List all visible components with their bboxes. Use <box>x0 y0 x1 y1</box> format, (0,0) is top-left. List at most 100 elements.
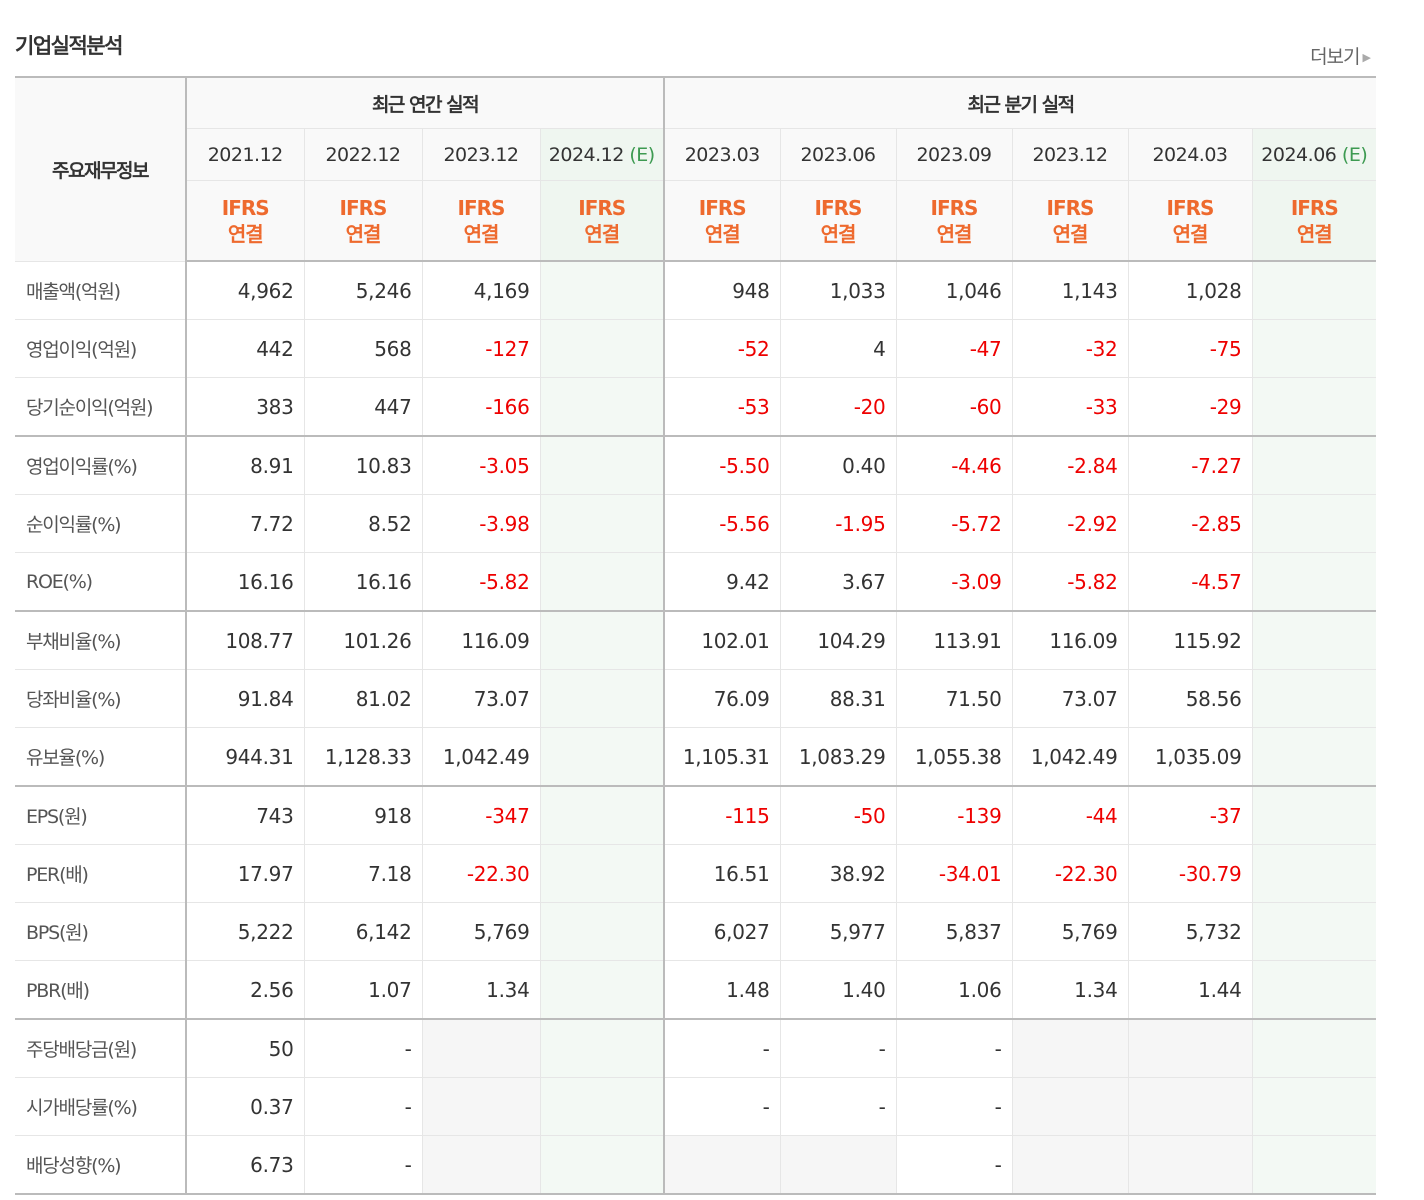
table-row: PER(배) 17.97 7.18 -22.30 16.51 38.92 -34.01 -22… <box>15 844 1377 903</box>
value-cell <box>1251 610 1377 670</box>
ifrs-label: IFRS <box>930 195 979 220</box>
accounting-basis: IFRS 연결 <box>539 180 665 262</box>
value-cell: 3.67 <box>779 552 897 612</box>
value-cell: -2.92 <box>1011 494 1129 553</box>
value-cell: -5.82 <box>1011 552 1129 612</box>
value-cell: 5,769 <box>1011 902 1129 961</box>
period-header: 2023.03 <box>663 128 781 181</box>
value-cell: -34.01 <box>895 844 1013 903</box>
value-cell: 101.26 <box>303 610 423 670</box>
consolidated-label: 연결 <box>463 221 500 246</box>
value-cell: 5,732 <box>1127 902 1253 961</box>
table-row: 부채비율(%) 108.77 101.26 116.09 102.01 104.29 113… <box>15 610 1377 670</box>
value-cell <box>1251 902 1377 961</box>
ifrs-label: IFRS <box>1046 195 1095 220</box>
period-header: 2023.12 <box>421 128 541 181</box>
value-cell: 1.06 <box>895 960 1013 1020</box>
table-row: 배당성향(%) 6.73- - <box>15 1135 1377 1195</box>
header-row-groups: 주요재무정보 최근 연간 실적 최근 분기 실적 <box>15 76 1377 262</box>
value-cell: 5,837 <box>895 902 1013 961</box>
value-cell: -4.46 <box>895 435 1013 495</box>
value-cell: -37 <box>1127 785 1253 845</box>
value-cell: -22.30 <box>1011 844 1129 903</box>
period-header: 2022.12 <box>303 128 423 181</box>
accounting-basis: IFRS 연결 <box>186 180 305 262</box>
value-cell: 383 <box>185 377 305 437</box>
row-label: ROE(%) <box>15 552 187 612</box>
accounting-basis: IFRS 연결 <box>303 180 423 262</box>
table-row: 주당배당금(원) 50- - - - <box>15 1018 1377 1078</box>
period-header: 2021.12 <box>186 128 305 181</box>
value-cell: -3.98 <box>421 494 541 553</box>
value-cell: 115.92 <box>1127 610 1253 670</box>
value-cell: 1.40 <box>779 960 897 1020</box>
row-label: EPS(원) <box>15 785 187 845</box>
value-cell: -166 <box>421 377 541 437</box>
row-label: 매출액(억원) <box>15 260 187 320</box>
value-cell: 81.02 <box>303 669 423 728</box>
value-cell <box>1251 552 1377 612</box>
value-cell: 5,222 <box>185 902 305 961</box>
value-cell: 5,246 <box>303 260 423 320</box>
value-cell <box>539 377 665 437</box>
value-cell: -30.79 <box>1127 844 1253 903</box>
value-cell: 76.09 <box>663 669 781 728</box>
value-cell: 1,035.09 <box>1127 727 1253 787</box>
accounting-basis: IFRS 연결 <box>421 180 541 262</box>
consolidated-label: 연결 <box>820 221 857 246</box>
value-cell: 944.31 <box>185 727 305 787</box>
value-cell: 2.56 <box>185 960 305 1020</box>
ifrs-label: IFRS <box>814 195 863 220</box>
table-row: 당기순이익(억원) 383 447 -166 -53 -20 -60 -33 -29 <box>15 377 1377 437</box>
row-label: 당기순이익(억원) <box>15 377 187 437</box>
value-cell <box>421 1077 541 1136</box>
more-link[interactable]: 더보기 ▶ <box>1310 42 1371 69</box>
value-cell: - <box>303 1018 423 1078</box>
value-cell: 4,169 <box>421 260 541 320</box>
value-cell: 8.91 <box>185 435 305 495</box>
value-cell: 50 <box>185 1018 305 1078</box>
value-cell <box>1251 319 1377 378</box>
accounting-basis: IFRS 연결 <box>1127 180 1253 262</box>
ifrs-label: IFRS <box>1166 195 1215 220</box>
value-cell: 1,055.38 <box>895 727 1013 787</box>
period-header: 2023.06 <box>779 128 897 181</box>
consolidated-label: 연결 <box>1296 221 1333 246</box>
group-header: 최근 분기 실적 <box>663 76 1377 129</box>
period-label: 2021.12 <box>207 143 284 166</box>
value-cell: 1,033 <box>779 260 897 320</box>
consolidated-label: 연결 <box>584 221 620 246</box>
value-cell <box>1011 1135 1129 1195</box>
value-cell: -3.09 <box>895 552 1013 612</box>
accounting-basis: IFRS 연결 <box>663 180 781 262</box>
value-cell: -20 <box>779 377 897 437</box>
value-cell <box>1251 727 1377 787</box>
value-cell <box>1127 1135 1253 1195</box>
value-cell: 6,142 <box>303 902 423 961</box>
value-cell: 948 <box>663 260 781 320</box>
value-cell <box>1251 844 1377 903</box>
period-header: 2024.06 (E) <box>1251 128 1377 181</box>
value-cell <box>539 494 665 553</box>
value-cell: 38.92 <box>779 844 897 903</box>
value-cell: -32 <box>1011 319 1129 378</box>
header-row-periods: 2021.12 2022.12 2023.12 2024.12 (E) 2023.03 2… <box>15 128 1377 181</box>
table-row: 순이익률(%) 7.72 8.52 -3.98 -5.56 -1.95 -5.72 -2.92… <box>15 494 1377 553</box>
value-cell: 73.07 <box>421 669 541 728</box>
value-cell: -52 <box>663 319 781 378</box>
value-cell: -22.30 <box>421 844 541 903</box>
value-cell: - <box>895 1077 1013 1136</box>
table-row: PBR(배) 2.56 1.07 1.34 1.48 1.40 1.06 1.34 1.44 <box>15 960 1377 1020</box>
value-cell: -127 <box>421 319 541 378</box>
value-cell <box>539 260 665 320</box>
value-cell: 71.50 <box>895 669 1013 728</box>
ifrs-label: IFRS <box>578 195 626 220</box>
value-cell: -3.05 <box>421 435 541 495</box>
value-cell: - <box>303 1135 423 1195</box>
ifrs-label: IFRS <box>221 195 270 220</box>
value-cell: 0.37 <box>185 1077 305 1136</box>
corner-label: 주요재무정보 <box>15 76 187 262</box>
value-cell: -75 <box>1127 319 1253 378</box>
value-cell <box>779 1135 897 1195</box>
value-cell: 102.01 <box>663 610 781 670</box>
